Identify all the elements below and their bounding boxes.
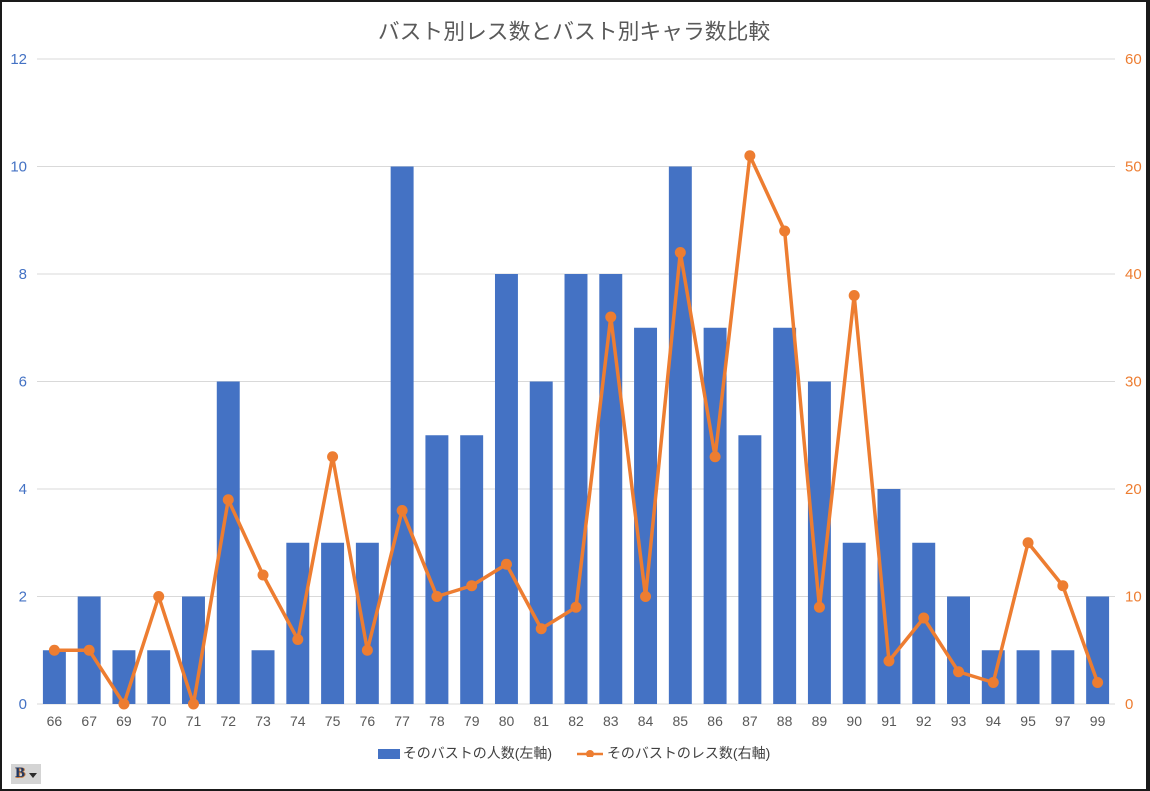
svg-text:83: 83 (603, 713, 619, 729)
svg-text:84: 84 (638, 713, 654, 729)
svg-text:94: 94 (986, 713, 1002, 729)
svg-text:81: 81 (533, 713, 549, 729)
svg-text:50: 50 (1125, 159, 1142, 176)
svg-text:67: 67 (81, 713, 97, 729)
svg-text:97: 97 (1055, 713, 1071, 729)
svg-text:93: 93 (951, 713, 967, 729)
svg-text:30: 30 (1125, 374, 1142, 391)
svg-text:4: 4 (19, 481, 27, 498)
svg-text:72: 72 (221, 713, 237, 729)
svg-text:92: 92 (916, 713, 932, 729)
svg-text:99: 99 (1090, 713, 1106, 729)
svg-text:0: 0 (19, 696, 27, 713)
svg-text:82: 82 (568, 713, 584, 729)
svg-text:70: 70 (151, 713, 167, 729)
svg-text:10: 10 (1125, 589, 1142, 606)
svg-text:78: 78 (429, 713, 445, 729)
svg-text:76: 76 (360, 713, 376, 729)
svg-text:80: 80 (499, 713, 515, 729)
svg-text:86: 86 (707, 713, 723, 729)
svg-text:66: 66 (47, 713, 63, 729)
svg-text:90: 90 (846, 713, 862, 729)
svg-text:91: 91 (881, 713, 897, 729)
svg-text:20: 20 (1125, 481, 1142, 498)
svg-text:79: 79 (464, 713, 480, 729)
svg-text:60: 60 (1125, 51, 1142, 68)
svg-text:12: 12 (10, 51, 27, 68)
svg-text:71: 71 (186, 713, 202, 729)
svg-text:2: 2 (19, 589, 27, 606)
svg-text:40: 40 (1125, 266, 1142, 283)
svg-text:10: 10 (10, 159, 27, 176)
svg-text:8: 8 (19, 266, 27, 283)
svg-text:75: 75 (325, 713, 341, 729)
svg-text:85: 85 (673, 713, 689, 729)
svg-text:6: 6 (19, 374, 27, 391)
svg-text:77: 77 (394, 713, 410, 729)
svg-text:88: 88 (777, 713, 793, 729)
svg-text:69: 69 (116, 713, 132, 729)
svg-text:87: 87 (742, 713, 758, 729)
svg-text:73: 73 (255, 713, 271, 729)
svg-text:74: 74 (290, 713, 306, 729)
svg-text:89: 89 (812, 713, 828, 729)
svg-text:95: 95 (1020, 713, 1036, 729)
svg-text:0: 0 (1125, 696, 1133, 713)
